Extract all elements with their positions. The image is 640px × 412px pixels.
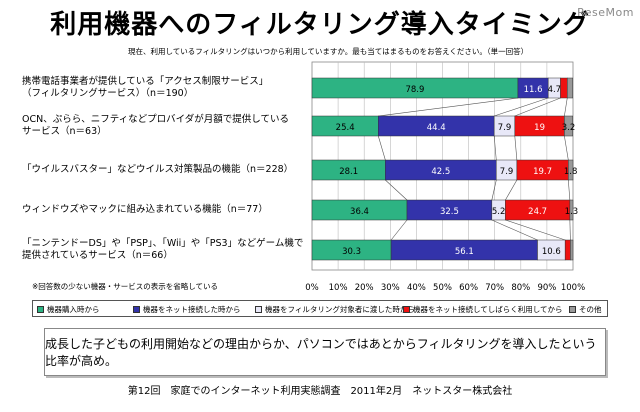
legend-label: 機器をフィルタリング対象者に渡した時から	[265, 305, 415, 314]
stacked-bar-chart: 0% 10% 20% 30% 40% 50% 60% 70% 80% 90% 100% 78.9 11.…	[305, 61, 585, 293]
series-connector-line	[494, 97, 549, 117]
data-label: 44.4	[427, 123, 446, 133]
data-label: 1.8	[564, 167, 578, 177]
data-label: 24.7	[528, 207, 547, 217]
x-tick-label: 20%	[355, 283, 374, 293]
data-label: 1.3	[565, 207, 579, 217]
survey-question: 現在、利用しているフィルタリングはいつから利用していますか。最も当てはまるものを…	[128, 47, 529, 56]
category-label: OCN、ぷらら、ニフティなどプロバイダが月額で提供している サービス（n＝63）	[22, 114, 289, 137]
data-label: 19	[534, 123, 545, 133]
series-connector-line	[491, 179, 497, 201]
legend-item: 機器をネット接続してしばらく利用してから	[403, 304, 563, 315]
data-label: 32.5	[440, 207, 459, 217]
series-connector-line	[514, 135, 518, 161]
series-connector-line	[569, 219, 571, 241]
legend-label: その他	[579, 305, 602, 314]
bar-segment	[569, 199, 574, 221]
chart-legend: 機器購入時から 機器をネット接続した時から 機器をフィルタリング対象者に渡した時から…	[32, 300, 608, 317]
watermark-logo: ReseMom	[577, 6, 634, 19]
data-label: 42.5	[431, 167, 450, 177]
x-tick-label: 40%	[407, 283, 426, 293]
legend-label: 機器購入時から	[47, 305, 100, 314]
series-connector-line	[491, 219, 538, 241]
series-connector-line	[378, 135, 386, 161]
data-label: 56.1	[455, 247, 474, 257]
summary-comment: 成長した子どもの利用開始などの理由からか、パソコンではあとからフィルタリングを導…	[44, 328, 606, 376]
x-tick-label: 80%	[511, 283, 530, 293]
chart-title: 利用機器へのフィルタリング導入タイミング	[50, 10, 590, 40]
bar-segment	[564, 115, 573, 137]
data-label: 7.9	[500, 167, 514, 177]
x-tick-label: 10%	[329, 283, 348, 293]
category-label: 「ウイルスバスター」などウイルス対策製品の機能（n＝228）	[22, 164, 294, 175]
data-label: 30.3	[342, 247, 361, 257]
series-connector-line	[568, 179, 571, 201]
series-connector-line	[564, 135, 569, 161]
x-tick-label: 30%	[381, 283, 400, 293]
bar-segment	[568, 159, 574, 181]
x-tick-label: 60%	[459, 283, 478, 293]
legend-swatch	[37, 306, 44, 313]
summary-comment-text: 成長した子どもの利用開始などの理由からか、パソコンではあとからフィルタリングを導…	[45, 337, 597, 368]
bar-segment	[570, 239, 574, 261]
data-label: 78.9	[405, 85, 424, 95]
series-connector-line	[505, 179, 518, 201]
legend-swatch	[255, 306, 262, 313]
legend-swatch	[569, 306, 576, 313]
footnote: ※回答数の少ない機器・サービスの表示を省略している	[32, 282, 219, 291]
series-connector-line	[378, 97, 518, 117]
x-tick-label: 100%	[561, 283, 585, 293]
legend-label: 機器をネット接続してしばらく利用してから	[413, 305, 563, 314]
legend-item: 機器購入時から	[37, 304, 100, 315]
bar-segment	[564, 239, 571, 261]
category-label: 「ニンテンドーDS」や「PSP」、「Wii」や「PS3」などゲーム機で 提供されて…	[22, 238, 304, 261]
data-label: 11.6	[524, 85, 543, 95]
legend-item: 機器をネット接続した時から	[133, 304, 241, 315]
data-label: 10.6	[542, 247, 561, 257]
data-label: 3.2	[562, 123, 576, 133]
data-label: 36.4	[350, 207, 369, 217]
category-label: 携帯電話事業者が提供している「アクセス制限サービス」 （フィルタリングサービス）（…	[22, 76, 269, 99]
legend-item: その他	[569, 304, 602, 315]
legend-swatch	[403, 306, 410, 313]
data-label: 7.9	[498, 123, 512, 133]
series-connector-line	[514, 97, 561, 117]
series-connector-line	[385, 179, 408, 201]
series-connector-line	[564, 97, 568, 117]
x-tick-label: 90%	[537, 283, 556, 293]
legend-label: 機器をネット接続した時から	[143, 305, 241, 314]
data-label: 19.7	[533, 167, 552, 177]
bar-segment	[567, 77, 573, 99]
series-connector-line	[390, 219, 408, 241]
legend-item: 機器をフィルタリング対象者に渡した時から	[255, 304, 415, 315]
data-label: 25.4	[336, 123, 355, 133]
x-tick-label: 50%	[433, 283, 452, 293]
data-label: 5.2	[492, 207, 506, 217]
data-label: 28.1	[339, 167, 358, 177]
series-connector-line	[493, 135, 497, 161]
legend-swatch	[133, 306, 140, 313]
category-label: ウィンドウズやマックに組み込まれている機能（n＝77）	[22, 204, 268, 215]
x-tick-label: 0%	[305, 283, 319, 293]
bar-segment	[560, 77, 568, 99]
data-label: 4.7	[548, 85, 562, 95]
series-connector-line	[505, 219, 566, 241]
x-tick-label: 70%	[485, 283, 504, 293]
source-citation: 第12回 家庭でのインターネット利用実態調査 2011年2月 ネットスター株式会…	[127, 386, 513, 397]
